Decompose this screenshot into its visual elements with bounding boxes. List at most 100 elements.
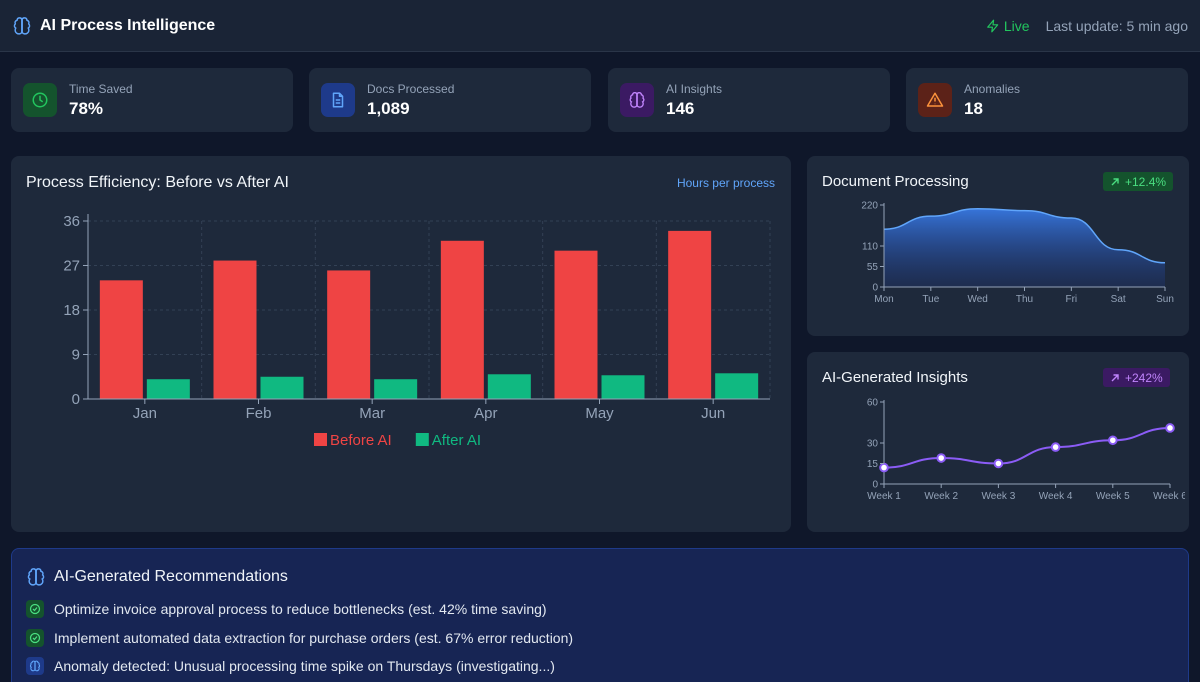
series-line [883, 426, 1171, 469]
kpi-card-ai-insights: AI Insights 146 [608, 68, 890, 132]
area-fill [884, 208, 1165, 287]
recommendations-title: AI-Generated Recommendations [54, 568, 288, 585]
badge-value: +12.4% [1125, 174, 1167, 189]
x-tick-label: Feb [246, 405, 272, 422]
bar-after-ai [374, 379, 418, 399]
recommendation-item[interactable]: Anomaly detected: Unusual processing tim… [26, 657, 555, 675]
top-header: AI Process Intelligence Live Last update… [0, 0, 1200, 52]
ai-insights-badge: +242% [1103, 368, 1170, 387]
x-tick-label: Week 1 [867, 491, 901, 502]
x-tick-label: May [585, 405, 614, 422]
app-title: AI Process Intelligence [40, 16, 216, 34]
x-tick-label: Wed [967, 294, 987, 305]
x-tick-label: Apr [474, 405, 497, 422]
bar-after-ai [260, 376, 304, 399]
check-icon [26, 629, 44, 647]
kpi-value: 1,089 [367, 98, 410, 118]
y-tick-label: 55 [867, 262, 879, 273]
kpi-value: 18 [964, 98, 983, 118]
ai-insights-line-chart: 0 15 30 60 Week 1 Week 2 Week 3 Week 4 Week 5 Wee… [867, 398, 1185, 503]
kpi-label: Docs Processed [367, 81, 455, 96]
live-status: Live [986, 18, 1030, 34]
x-tick-label: Thu [1016, 294, 1033, 305]
x-tick-label: Week 4 [1039, 491, 1073, 502]
arrow-up-right-icon [1111, 177, 1119, 185]
recommendation-text: Implement automated data extraction for … [54, 630, 574, 646]
y-tick-label: 27 [63, 258, 80, 275]
y-tick-label: 0 [872, 480, 878, 491]
brain-icon [13, 16, 31, 35]
legend-swatch [314, 433, 327, 446]
kpi-value: 146 [666, 98, 695, 118]
bar-before-ai [99, 280, 143, 399]
y-tick-label: 30 [867, 439, 879, 450]
x-tick-label: Fri [1065, 294, 1077, 305]
x-tick-label: Jan [133, 405, 157, 422]
x-tick-label: Week 6 [1153, 491, 1185, 502]
ai-insights-title: AI-Generated Insights [822, 369, 968, 386]
x-tick-label: Sat [1111, 294, 1126, 305]
y-tick-label: 15 [867, 459, 879, 470]
doc-processing-area-chart: 0 55 110 220 Mon Tue Wed Thu Fri Sat Sun [861, 201, 1174, 306]
data-point [879, 462, 889, 473]
y-tick-label: 18 [63, 302, 80, 319]
brain-icon [26, 657, 44, 675]
kpi-card-time-saved: Time Saved 78% [11, 68, 293, 132]
doc-processing-title: Document Processing [822, 173, 969, 190]
data-point [993, 458, 1004, 469]
check-icon [26, 600, 44, 618]
bar-after-ai [146, 379, 190, 399]
x-tick-label: Week 5 [1096, 491, 1130, 502]
kpi-label: Time Saved [69, 81, 133, 96]
recommendations-panel [11, 548, 1189, 682]
live-label: Live [1003, 17, 1030, 34]
recommendation-item[interactable]: Optimize invoice approval process to red… [26, 600, 547, 618]
legend-swatch [415, 433, 429, 446]
recommendation-text: Anomaly detected: Unusual processing tim… [54, 658, 555, 674]
data-point [1108, 435, 1118, 446]
warning-icon [918, 83, 952, 117]
bar-before-ai [327, 270, 371, 399]
bar-before-ai [213, 260, 257, 399]
hours-per-process-link[interactable]: Hours per process [676, 176, 775, 190]
x-tick-label: Tue [922, 294, 939, 305]
y-tick-label: 0 [72, 391, 80, 408]
kpi-value: 78% [69, 98, 104, 118]
brain-icon [620, 83, 654, 117]
x-tick-label: Week 2 [924, 491, 958, 502]
badge-value: +242% [1125, 370, 1163, 385]
x-tick-label: Sun [1156, 294, 1174, 305]
y-tick-label: 36 [63, 213, 80, 230]
legend-label: Before AI [330, 432, 392, 449]
kpi-label: AI Insights [666, 81, 723, 96]
lightning-icon [987, 19, 999, 32]
arrow-up-right-icon [1111, 373, 1119, 381]
data-point [1050, 442, 1061, 452]
y-tick-label: 110 [862, 242, 878, 253]
x-tick-label: Mar [359, 405, 385, 422]
recommendation-text: Optimize invoice approval process to red… [54, 601, 547, 617]
recommendation-item[interactable]: Implement automated data extraction for … [26, 629, 573, 647]
x-tick-label: Jun [701, 405, 725, 422]
brain-icon [27, 568, 45, 586]
bar-before-ai [668, 230, 712, 399]
bar-after-ai [715, 373, 759, 399]
y-tick-label: 220 [861, 201, 878, 212]
kpi-card-anomalies: Anomalies 18 [906, 68, 1188, 132]
document-icon [321, 83, 355, 117]
bar-before-ai [554, 250, 598, 399]
last-update: Last update: 5 min ago [1045, 17, 1188, 34]
data-point [1165, 423, 1175, 433]
y-tick-label: 9 [72, 347, 80, 364]
efficiency-bar-chart: 0 9 18 27 36 Jan Feb Mar Apr May Jun Before AI After… [63, 213, 771, 449]
kpi-label: Anomalies [964, 81, 1021, 96]
efficiency-title: Process Efficiency: Before vs After AI [26, 174, 289, 191]
y-tick-label: 0 [872, 283, 878, 294]
doc-processing-badge: +12.4% [1103, 172, 1174, 191]
clock-icon [23, 83, 57, 117]
legend-label: After AI [432, 432, 481, 449]
area-line [883, 207, 1166, 264]
bar-after-ai [487, 374, 531, 399]
bar-before-ai [440, 240, 484, 399]
data-point [936, 453, 946, 463]
